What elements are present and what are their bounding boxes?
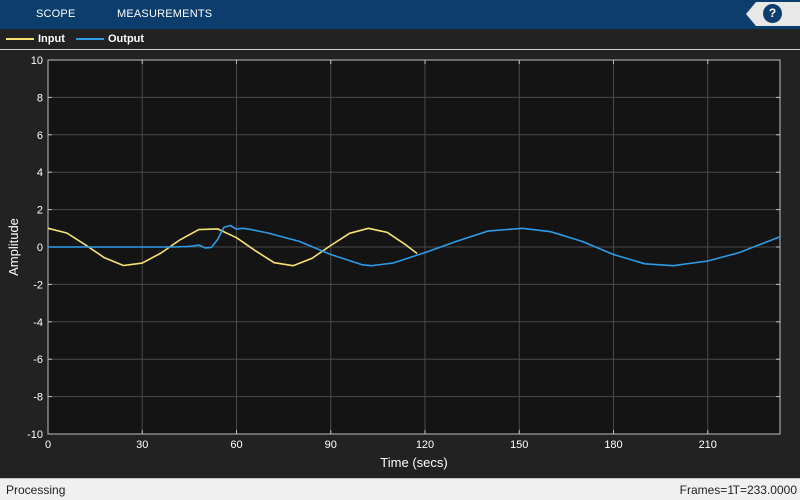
y-tick-label: -8 bbox=[33, 392, 43, 404]
legend: Input Output bbox=[0, 29, 800, 50]
frames-readout: Frames=1 bbox=[679, 483, 734, 497]
legend-label-output: Output bbox=[108, 33, 145, 45]
x-axis-label: Time (secs) bbox=[380, 455, 447, 470]
legend-label-input: Input bbox=[38, 33, 65, 45]
y-tick-label: -4 bbox=[33, 317, 43, 329]
scope-plot[interactable]: 0 30 60 90 120 150 180 210 -10 -8 -6 -4 -2 0 2 4 6 8 10 Tim… bbox=[0, 51, 800, 478]
tab-measurements[interactable]: MEASUREMENTS bbox=[117, 8, 213, 20]
help-icon[interactable]: ? bbox=[763, 4, 782, 23]
y-tick-label: -2 bbox=[33, 279, 43, 291]
x-tick-label: 90 bbox=[325, 439, 337, 451]
status-bar: Processing Frames=1 T=233.0000 bbox=[0, 478, 800, 500]
y-tick-label: -10 bbox=[27, 429, 43, 441]
x-tick-label: 210 bbox=[699, 439, 717, 451]
x-tick-label: 180 bbox=[604, 439, 622, 451]
x-tick-label: 150 bbox=[510, 439, 528, 451]
y-tick-label: 10 bbox=[31, 55, 43, 67]
toolstrip: SCOPE MEASUREMENTS ? bbox=[0, 0, 800, 29]
legend-swatch-output bbox=[76, 38, 104, 40]
legend-swatch-input bbox=[6, 38, 34, 40]
help-area: ? bbox=[746, 0, 800, 29]
y-tick-label: 4 bbox=[37, 167, 43, 179]
y-tick-label: -6 bbox=[33, 354, 43, 366]
status-text: Processing bbox=[6, 483, 66, 497]
y-tick-label: 2 bbox=[37, 205, 43, 217]
y-tick-label: 6 bbox=[37, 130, 43, 142]
series-line-output bbox=[48, 224, 781, 267]
series-line-input bbox=[47, 227, 418, 267]
time-readout: T=233.0000 bbox=[732, 483, 797, 497]
y-axis-label: Amplitude bbox=[6, 218, 21, 276]
x-tick-label: 60 bbox=[230, 439, 242, 451]
x-tick-label: 0 bbox=[45, 439, 51, 451]
x-tick-label: 30 bbox=[136, 439, 148, 451]
y-tick-label: 8 bbox=[37, 92, 43, 104]
legend-item-input[interactable]: Input bbox=[6, 29, 65, 49]
legend-item-output[interactable]: Output bbox=[76, 29, 144, 49]
y-tick-label: 0 bbox=[37, 242, 43, 254]
x-tick-label: 120 bbox=[416, 439, 434, 451]
tab-scope[interactable]: SCOPE bbox=[36, 8, 76, 20]
